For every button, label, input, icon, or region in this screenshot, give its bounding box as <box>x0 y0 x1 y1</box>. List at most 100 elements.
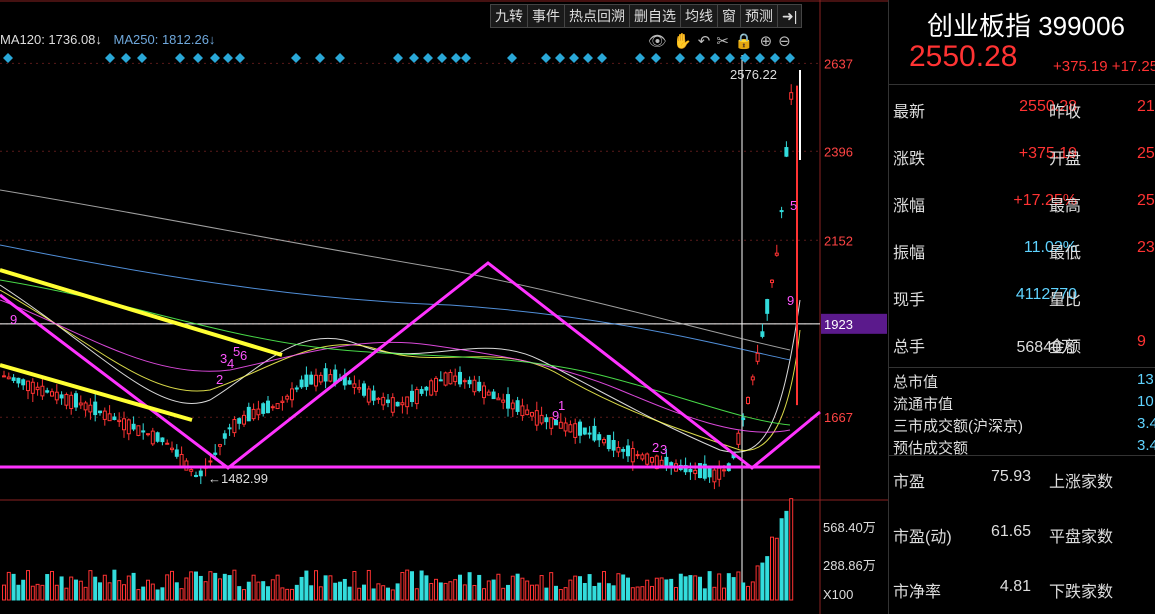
volume-bar <box>6 571 11 601</box>
event-marker <box>235 53 245 63</box>
event-marker <box>210 53 220 63</box>
ratio-value: 4.81 <box>999 578 1031 595</box>
ma-line-ma120 <box>0 244 791 361</box>
volume-bar <box>122 584 126 601</box>
toolbar-window[interactable]: 窗 <box>718 5 741 27</box>
candle-body <box>227 427 232 430</box>
volume-unit-label: X100 <box>823 587 853 602</box>
candle-body <box>419 389 424 394</box>
volume-bar <box>261 581 266 601</box>
quote-row: 振幅 11.02% 最低 2336.56 <box>889 239 1155 263</box>
volume-bar <box>630 587 635 601</box>
toolbar-hot-review[interactable]: 热点回溯 <box>565 5 630 27</box>
candle-body <box>741 417 746 421</box>
candle-body <box>779 210 784 213</box>
toolbar-events[interactable]: 事件 <box>528 5 565 27</box>
volume-bar <box>309 585 314 601</box>
candle-body <box>539 414 544 424</box>
candle-body <box>275 403 280 410</box>
stat-label: 总市值 <box>893 374 939 391</box>
quote-row: 涨幅 +17.25% 最高 2576.22 <box>889 192 1155 216</box>
candle-body <box>722 469 726 472</box>
candle-body <box>453 375 458 383</box>
volume-bar <box>510 575 515 601</box>
candle-body <box>443 372 448 386</box>
candle-body <box>179 453 184 468</box>
volume-bar <box>232 569 237 601</box>
volume-bar <box>323 575 328 601</box>
candle-body <box>237 418 242 424</box>
toolbar-moving-average[interactable]: 均线 <box>681 5 718 27</box>
volume-bar <box>386 587 390 601</box>
eye-icon[interactable]: 👁 <box>648 33 668 50</box>
volume-bar <box>544 587 549 601</box>
volume-bar <box>664 579 669 601</box>
quote-panel: 创业板指 399006 2550.28 +375.19 +17.25% 最新 2… <box>888 0 1155 614</box>
toolbar-remove-watchlist[interactable]: 删自选 <box>630 5 681 27</box>
candle-body <box>160 437 165 443</box>
volume-bar <box>45 574 50 601</box>
volume-bar <box>587 574 592 601</box>
volume-bar <box>208 571 213 601</box>
volume-bar <box>242 589 246 601</box>
volume-bar <box>141 586 146 601</box>
event-marker <box>740 53 750 63</box>
volume-bar <box>750 581 755 601</box>
candle-body <box>717 467 722 480</box>
sequence-label: 6 <box>240 348 247 363</box>
volume-bar <box>568 579 573 601</box>
candle-body <box>602 439 606 444</box>
volume-bar <box>390 589 395 601</box>
sequence-label: 5 <box>790 198 797 213</box>
zoom-out-icon[interactable]: ⊖ <box>778 33 791 50</box>
exit-arrow-icon[interactable]: ➜| <box>782 8 798 24</box>
undo-icon[interactable]: ↶ <box>697 33 711 50</box>
chart-tools: 👁 ✋ ↶ ✂ 🔒 ⊕ ⊖ <box>648 32 791 50</box>
toolbar-nine-turn[interactable]: 九转 <box>491 5 528 27</box>
volume-bar <box>395 583 400 601</box>
volume-bar <box>693 575 698 601</box>
quote-value: +17.25% <box>1013 192 1077 209</box>
candle-body <box>746 396 750 404</box>
volume-bar <box>174 582 179 601</box>
candle-body <box>213 452 218 455</box>
candle-body <box>429 380 434 396</box>
volume-bar <box>189 571 194 601</box>
volume-bar <box>462 584 467 601</box>
volume-bar <box>107 582 112 601</box>
candle-body <box>208 460 213 463</box>
candle-body <box>760 331 765 337</box>
ratio-row: 市净率 4.81 下跌家数 <box>889 578 1155 602</box>
stat-row: 总市值 13.8 <box>889 371 1155 391</box>
candle-body <box>194 474 198 477</box>
ratio-label: 市盈(动) <box>893 529 952 546</box>
candle-body <box>654 455 659 470</box>
scissors-icon[interactable]: ✂ <box>716 33 729 50</box>
volume-bar <box>294 584 299 601</box>
ma-line-ma5 <box>0 284 801 453</box>
candle-body <box>83 402 88 411</box>
volume-bar <box>366 569 371 601</box>
volume-bar <box>530 584 534 601</box>
lock-icon[interactable]: 🔒 <box>734 33 754 50</box>
toolbar-forecast[interactable]: 预测 <box>741 5 778 27</box>
hand-icon[interactable]: ✋ <box>673 33 692 50</box>
sequence-label: 3 <box>660 442 667 457</box>
candle-body <box>347 380 352 385</box>
candle-body <box>112 416 117 421</box>
candle-body <box>362 383 366 396</box>
candle-body <box>544 417 549 423</box>
volume-bar <box>381 585 386 601</box>
ratio-row: 市盈(动) 61.65 平盘家数 <box>889 523 1155 547</box>
zoom-in-icon[interactable]: ⊕ <box>759 33 773 50</box>
volume-bar <box>26 570 30 601</box>
candle-body <box>448 371 453 385</box>
volume-bar <box>645 579 650 601</box>
volume-bar <box>770 536 774 601</box>
price-tick-label: 2152 <box>824 233 853 248</box>
sequence-label: 2 <box>652 440 659 455</box>
volume-tick-label: 288.86万 <box>823 558 876 573</box>
quote-label-2: 最高 <box>1049 198 1082 215</box>
candle-body <box>765 299 770 314</box>
